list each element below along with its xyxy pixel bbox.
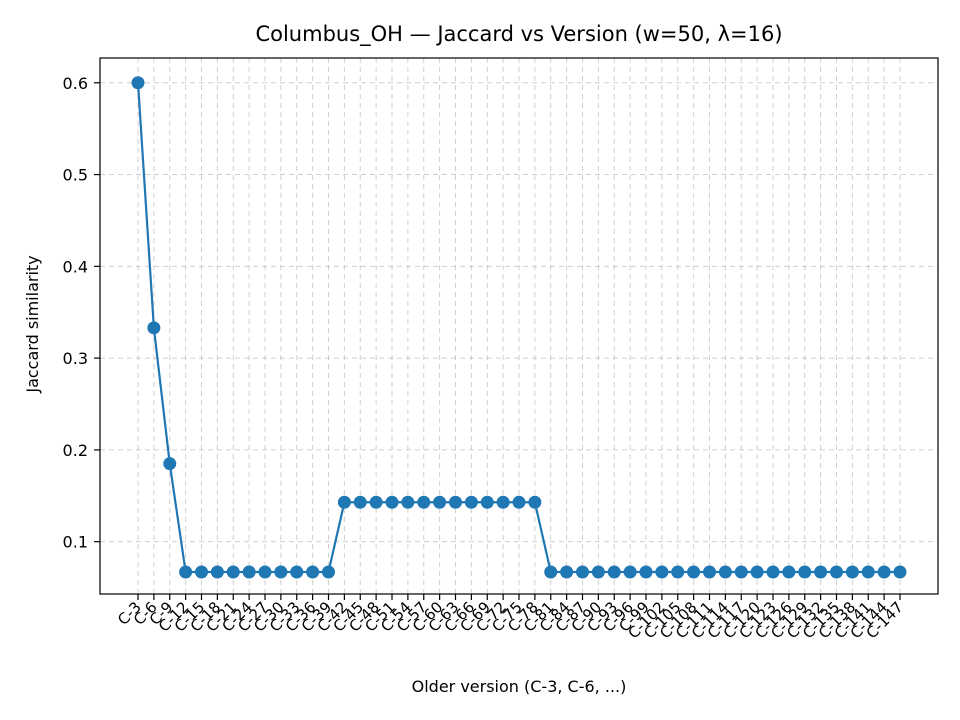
data-point <box>195 565 208 579</box>
grid-layer <box>100 58 938 594</box>
data-point <box>655 565 669 579</box>
data-point <box>433 495 447 509</box>
data-point <box>798 565 812 579</box>
x-axis-label: Older version (C-3, C-6, ...) <box>412 677 627 696</box>
y-tick-label: 0.6 <box>63 74 88 93</box>
plot-frame <box>99 57 939 595</box>
chart-title: Columbus_OH — Jaccard vs Version (w=50, … <box>255 22 782 47</box>
data-point <box>163 457 177 471</box>
data-point <box>703 565 716 579</box>
data-point <box>830 565 843 579</box>
data-point <box>639 565 653 579</box>
data-point <box>147 321 161 335</box>
y-tick-label: 0.3 <box>63 349 88 368</box>
data-point <box>242 565 256 579</box>
data-point <box>369 495 383 509</box>
data-point <box>893 565 907 579</box>
data-point <box>560 565 574 579</box>
data-point <box>528 495 542 509</box>
data-point <box>496 495 510 509</box>
data-point <box>687 565 701 579</box>
data-point <box>782 565 796 579</box>
data-point <box>306 565 320 579</box>
data-point <box>464 495 478 509</box>
data-point <box>861 565 875 579</box>
y-tick-label: 0.1 <box>63 533 88 552</box>
data-point <box>480 495 494 509</box>
y-axis-label: Jaccard similarity <box>23 255 42 393</box>
data-point <box>766 565 780 579</box>
data-point <box>544 565 558 579</box>
y-tick-label: 0.2 <box>63 441 88 460</box>
data-point <box>337 495 351 509</box>
data-point <box>258 565 272 579</box>
data-point <box>210 565 224 579</box>
data-point <box>449 495 462 509</box>
data-point <box>718 565 732 579</box>
data-point <box>353 495 367 509</box>
data-point <box>179 565 193 579</box>
data-point <box>512 495 526 509</box>
data-point <box>576 565 589 579</box>
axes-layer: 0.10.20.30.40.50.6C-3C-6C-9C-12C-15C-18C… <box>63 57 939 642</box>
data-point <box>290 565 304 579</box>
data-point <box>417 495 431 509</box>
data-point <box>750 565 764 579</box>
data-point <box>671 565 685 579</box>
data-point <box>131 76 145 90</box>
data-point <box>845 565 859 579</box>
data-point <box>591 565 605 579</box>
data-point <box>322 565 335 579</box>
y-tick-label: 0.5 <box>63 166 88 185</box>
data-point <box>401 495 415 509</box>
series-layer <box>131 76 907 579</box>
data-point <box>734 565 748 579</box>
y-tick-label: 0.4 <box>63 257 88 276</box>
data-point <box>607 565 621 579</box>
data-point <box>385 495 399 509</box>
data-point <box>877 565 891 579</box>
data-point <box>226 565 240 579</box>
data-point <box>814 565 828 579</box>
data-point <box>274 565 288 579</box>
data-point <box>623 565 637 579</box>
